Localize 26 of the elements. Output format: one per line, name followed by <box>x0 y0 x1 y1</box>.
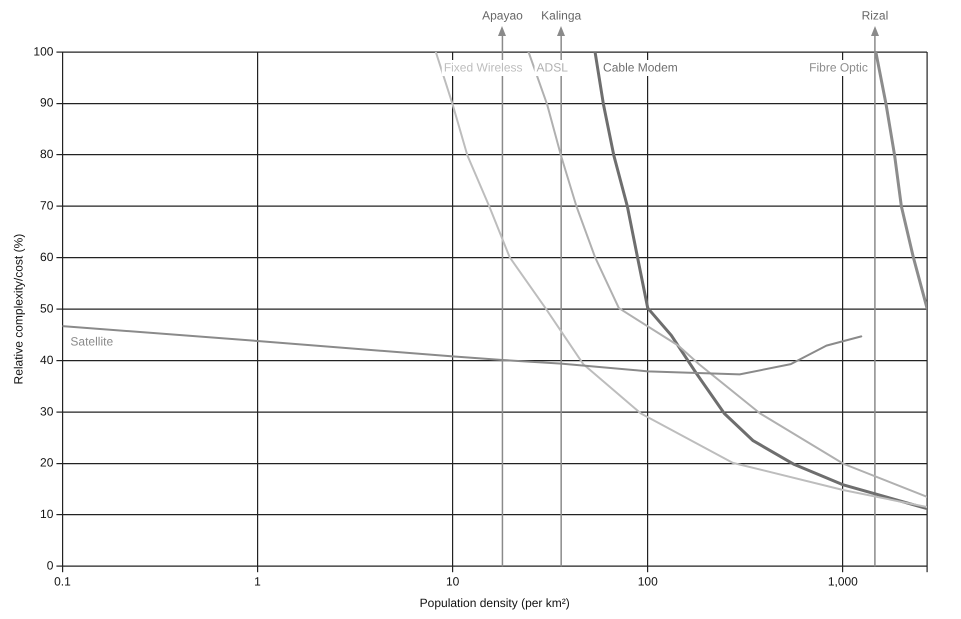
x-axis-title: Population density (per km²) <box>420 596 570 610</box>
y-tick-label: 100 <box>33 44 54 58</box>
x-tick-label: 100 <box>638 574 658 589</box>
y-tick-label: 40 <box>40 352 54 367</box>
x-tick-label: 0.1 <box>54 574 72 589</box>
x-tick-label: 1 <box>254 574 262 589</box>
series-label: Satellite <box>70 334 114 348</box>
y-tick-label: 20 <box>40 456 54 470</box>
series-label: ADSL <box>536 60 568 74</box>
y-tick-label: 90 <box>40 96 54 110</box>
ref-line-label: Rizal <box>862 8 888 22</box>
y-tick-label: 30 <box>40 404 54 418</box>
series-label: Fixed Wireless <box>444 60 522 74</box>
y-tick-label: 70 <box>40 198 54 213</box>
series-label: Cable Modem <box>603 60 678 74</box>
y-tick-label: 80 <box>40 147 54 162</box>
y-tick-label: 10 <box>40 507 54 522</box>
x-tick-label: 10 <box>446 574 460 589</box>
y-tick-label: 50 <box>40 301 54 316</box>
ref-line-label: Kalinga <box>541 8 582 22</box>
series-label: Fibre Optic <box>809 60 868 74</box>
y-tick-label: 60 <box>40 250 54 264</box>
y-tick-label: 0 <box>46 558 54 573</box>
y-axis-title: Relative complexity/cost (%) <box>12 234 26 384</box>
x-tick-label: 1,000 <box>828 574 858 589</box>
ref-line-label: Apayao <box>482 8 524 22</box>
